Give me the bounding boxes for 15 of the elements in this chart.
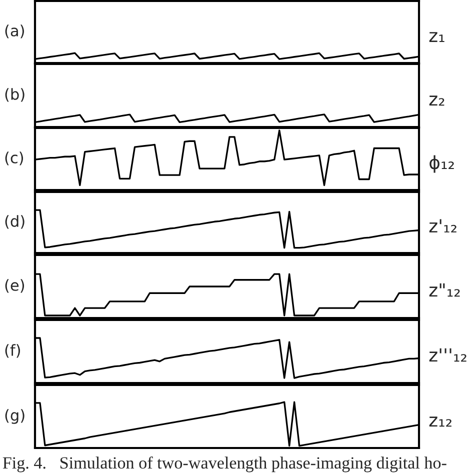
text: z'''₁₂ bbox=[429, 348, 466, 362]
text: z"₁₂ bbox=[429, 283, 460, 297]
text: z₁₂ bbox=[429, 416, 452, 427]
caption: Fig. 4. Simulation of two-wavelength phase-imaging digital ho- bbox=[2, 456, 446, 472]
text: ϕ₁₂ bbox=[430, 155, 454, 173]
text: z₁ bbox=[429, 32, 444, 42]
text: z₂ bbox=[429, 96, 444, 106]
text: (e) bbox=[5, 279, 24, 293]
text: (a) bbox=[5, 24, 24, 38]
text: z'₁₂ bbox=[429, 219, 456, 232]
text: (f) bbox=[5, 344, 20, 358]
text: (b) bbox=[5, 88, 24, 102]
text: (c) bbox=[5, 152, 24, 166]
text: (g) bbox=[5, 409, 24, 424]
text: (d) bbox=[5, 215, 24, 229]
